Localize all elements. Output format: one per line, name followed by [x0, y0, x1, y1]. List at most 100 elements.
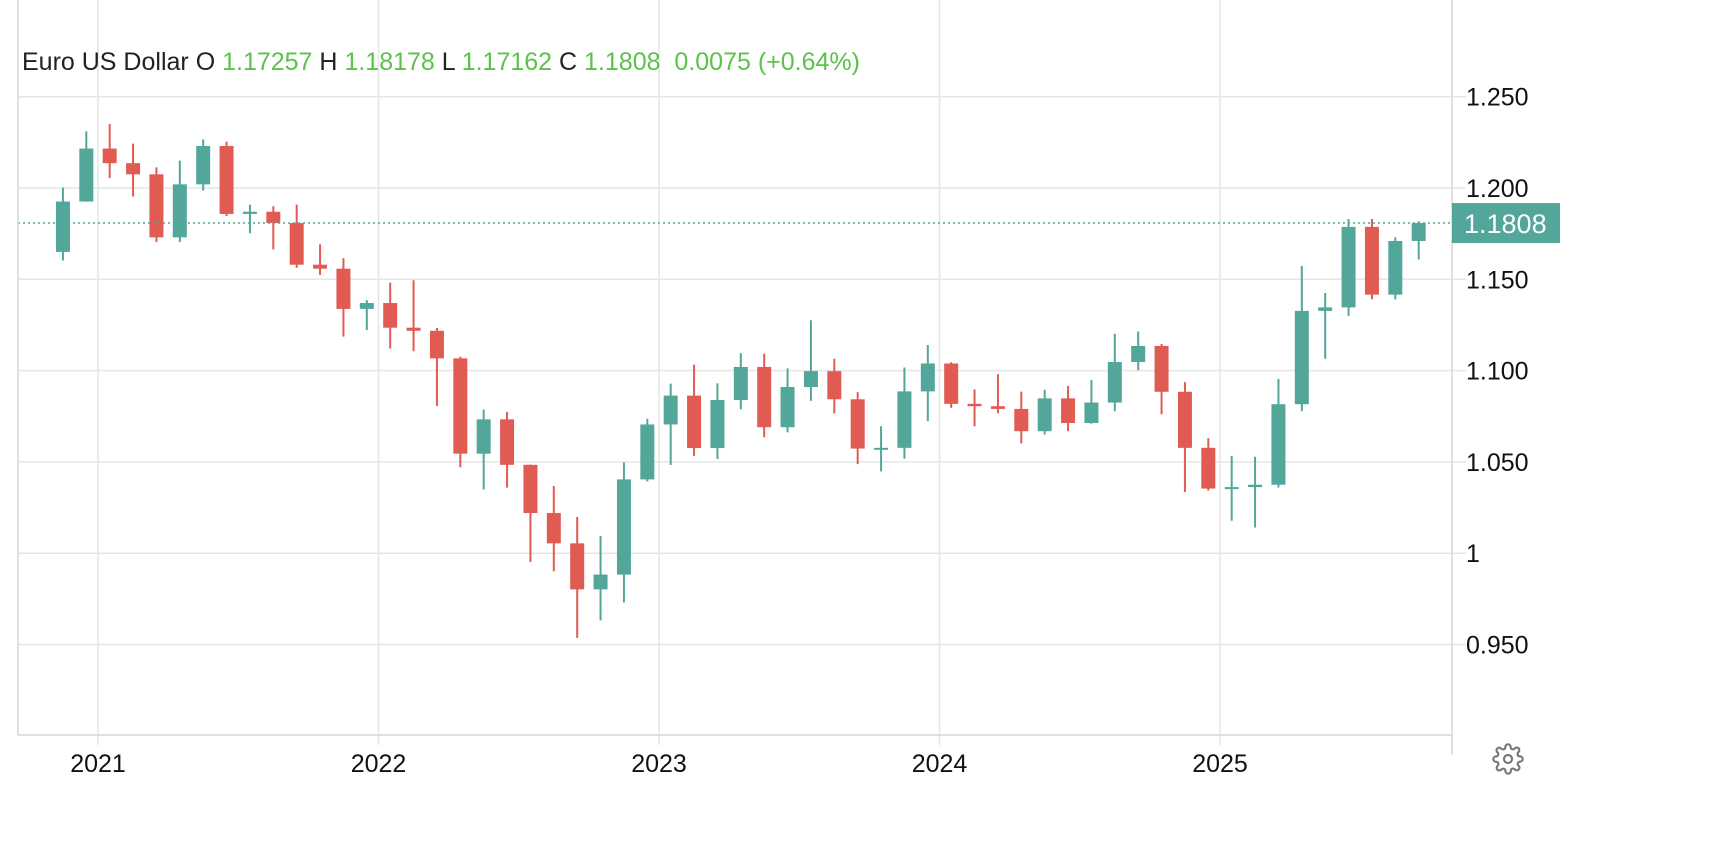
- candle: [126, 143, 141, 197]
- candle-body: [126, 163, 141, 175]
- candle-body: [1061, 398, 1076, 424]
- candle-body: [687, 395, 702, 449]
- candle-body: [757, 366, 772, 428]
- y-tick-label: 0.950: [1466, 632, 1529, 660]
- candle-body: [944, 363, 959, 404]
- candle-body: [1271, 404, 1286, 485]
- candle: [1294, 265, 1309, 412]
- candle: [1318, 292, 1333, 359]
- candle-body: [1154, 345, 1169, 392]
- candle: [289, 204, 304, 268]
- candle-body: [1318, 307, 1333, 311]
- candle-body: [172, 184, 187, 238]
- candle-body: [1341, 226, 1356, 308]
- candle: [616, 462, 631, 603]
- candle: [102, 124, 117, 178]
- candle: [593, 536, 608, 621]
- open-value: 1.17257: [222, 48, 313, 76]
- candle-body: [336, 268, 351, 309]
- candle: [79, 131, 94, 202]
- candle-body: [850, 399, 865, 449]
- y-tick-label: 1.150: [1466, 266, 1529, 294]
- candle: [920, 345, 935, 422]
- candle: [1107, 333, 1122, 412]
- candle: [1364, 219, 1379, 300]
- candle-body: [593, 574, 608, 590]
- candle-body: [1177, 391, 1192, 448]
- candle-body: [897, 391, 912, 448]
- candle: [172, 160, 187, 243]
- open-label: O: [195, 48, 216, 76]
- candle: [313, 244, 328, 275]
- candle-body: [546, 513, 561, 544]
- gear-icon[interactable]: [1492, 743, 1524, 775]
- candle: [336, 258, 351, 337]
- candle: [1271, 378, 1286, 488]
- candle: [944, 362, 959, 408]
- candle-body: [1201, 447, 1216, 489]
- candle: [266, 206, 281, 250]
- candle: [1037, 389, 1052, 435]
- candle: [990, 374, 1005, 414]
- candle: [687, 364, 702, 456]
- candle: [663, 383, 678, 466]
- ohlc-legend: Euro US Dollar O 1.17257 H 1.18178 L 1.1…: [22, 48, 860, 77]
- candle: [1411, 221, 1426, 260]
- candles: [55, 124, 1426, 638]
- candle-body: [453, 358, 468, 454]
- x-tick-label: 2021: [70, 750, 126, 778]
- candle: [897, 367, 912, 459]
- y-tick-label: 1.050: [1466, 449, 1529, 477]
- candle-body: [616, 479, 631, 575]
- candle: [476, 409, 491, 490]
- high-value: 1.18178: [344, 48, 435, 76]
- candle-body: [406, 327, 421, 331]
- candle: [1014, 391, 1029, 444]
- candle-body: [149, 174, 164, 238]
- candle-body: [967, 403, 982, 407]
- close-label: C: [559, 48, 578, 76]
- candle: [1224, 455, 1239, 521]
- x-tick-label: 2023: [631, 750, 687, 778]
- candle: [406, 280, 421, 352]
- candle-body: [733, 366, 748, 400]
- candle: [1201, 438, 1216, 491]
- grid: [18, 0, 1466, 745]
- candle-body: [429, 330, 444, 359]
- candle: [149, 167, 164, 243]
- candle-body: [780, 387, 795, 428]
- candle-body: [1364, 226, 1379, 295]
- candle-body: [1014, 408, 1029, 432]
- candle: [500, 411, 515, 488]
- candle-body: [640, 424, 655, 480]
- candle: [570, 517, 585, 638]
- candle-body: [874, 447, 889, 450]
- candle-body: [102, 148, 117, 164]
- candle: [1131, 331, 1146, 371]
- candle-body: [266, 211, 281, 224]
- candle-body: [476, 419, 491, 454]
- low-label: L: [441, 48, 455, 76]
- candle-body: [196, 146, 211, 185]
- candle-body: [1294, 310, 1309, 405]
- candle-body: [523, 464, 538, 514]
- axes: 1.250 1.200 1.150 1.100 1.050 1 0.950 2021 2022 2…: [17, 0, 1529, 778]
- candle: [196, 139, 211, 191]
- candle: [1154, 343, 1169, 415]
- candle: [1248, 456, 1263, 528]
- candle-body: [1037, 398, 1052, 432]
- candle: [453, 356, 468, 468]
- candle: [242, 204, 257, 234]
- candle: [850, 392, 865, 465]
- candle-body: [803, 371, 818, 388]
- high-label: H: [319, 48, 338, 76]
- candle: [874, 426, 889, 472]
- candle-body: [1248, 484, 1263, 488]
- y-tick-label: 1.100: [1466, 358, 1529, 386]
- candle-body: [242, 211, 257, 214]
- candle-body: [289, 223, 304, 265]
- change-value: 0.0075 (+0.64%): [674, 48, 860, 76]
- candle-body: [1107, 362, 1122, 403]
- candle: [803, 320, 818, 401]
